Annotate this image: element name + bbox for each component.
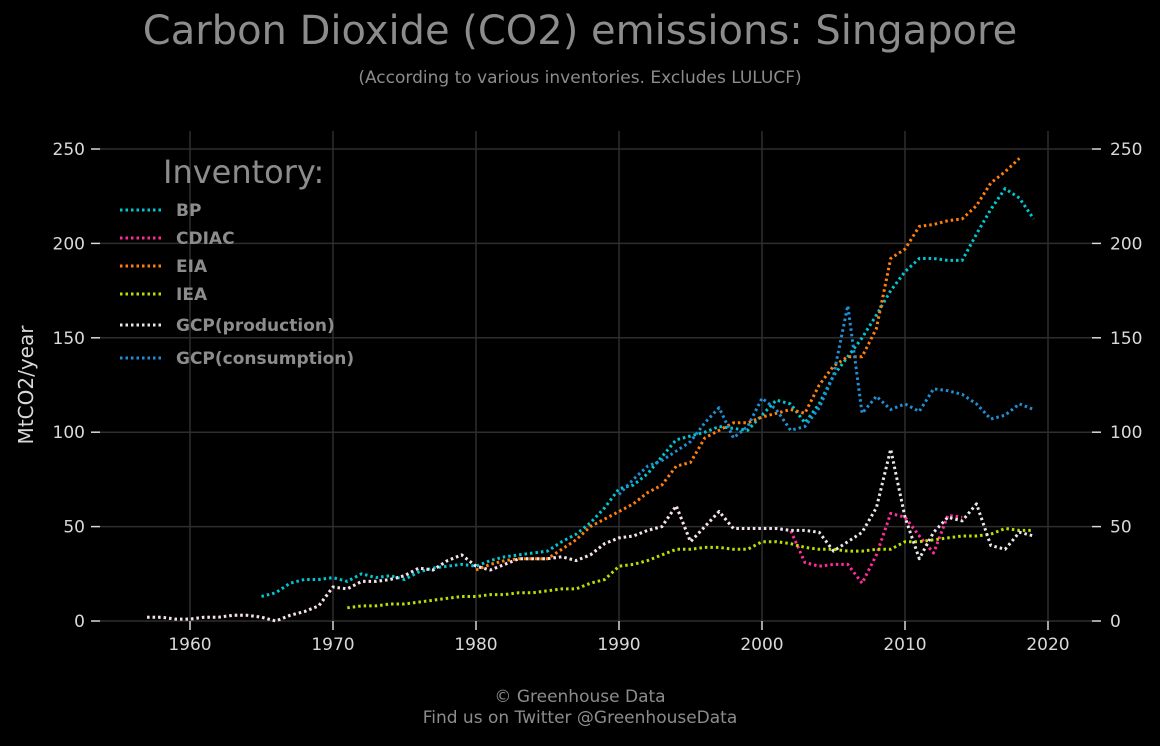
- legend-label-eia: EIA: [176, 257, 208, 277]
- x-tick-label: 2020: [1026, 635, 1069, 655]
- series-line-bp: [261, 187, 1035, 598]
- legend-label-cdiac: CDIAC: [176, 229, 235, 249]
- x-tick-label: 1980: [454, 635, 497, 655]
- x-tick-label: 2010: [883, 635, 926, 655]
- footer-copyright: © Greenhouse Data: [494, 687, 666, 707]
- chart-subtitle: (According to various inventories. Exclu…: [358, 68, 802, 88]
- legend-label-iea: IEA: [176, 285, 208, 305]
- y-tick-label-right: 200: [1110, 234, 1142, 254]
- series-line-gcp-production: [147, 447, 1035, 623]
- legend-title: Inventory:: [163, 153, 324, 191]
- y-tick-label-right: 0: [1110, 612, 1121, 632]
- y-tick-label-left: 0: [74, 612, 85, 632]
- x-tick-label: 2000: [740, 635, 783, 655]
- series-line-cdiac: [147, 504, 963, 623]
- y-tick-label-right: 250: [1110, 140, 1142, 160]
- y-tick-label-left: 200: [53, 234, 85, 254]
- chart-title: Carbon Dioxide (CO2) emissions: Singapor…: [142, 8, 1018, 54]
- x-tick-label: 1960: [168, 635, 211, 655]
- y-tick-label-right: 100: [1110, 423, 1142, 443]
- y-tick-label-left: 150: [53, 329, 85, 349]
- x-tick-label: 1970: [311, 635, 354, 655]
- y-tick-label-left: 50: [63, 518, 85, 538]
- legend-label-gcp-consumption: GCP(consumption): [176, 349, 354, 369]
- legend-label-gcp-production: GCP(production): [176, 316, 335, 336]
- y-tick-label-left: 100: [53, 423, 85, 443]
- grid-lines: [100, 131, 1092, 622]
- legend: Inventory: BP CDIAC EIA IEA GCP(production) G…: [120, 153, 354, 369]
- x-tick-label: 1990: [597, 635, 640, 655]
- axes: 0 0 50 50 100 100 150 150 200 200 250 250 1960 1970 19…: [53, 140, 1143, 655]
- series-layer: [147, 157, 1035, 623]
- series-line-eia: [475, 157, 1021, 572]
- footer-twitter: Find us on Twitter @GreenhouseData: [422, 708, 738, 728]
- series-line-iea: [347, 527, 1034, 610]
- y-tick-label-right: 150: [1110, 329, 1142, 349]
- y-tick-label-left: 250: [53, 140, 85, 160]
- legend-label-bp: BP: [176, 201, 201, 221]
- y-tick-label-right: 50: [1110, 518, 1132, 538]
- y-axis-label: MtCO2/year: [14, 325, 38, 445]
